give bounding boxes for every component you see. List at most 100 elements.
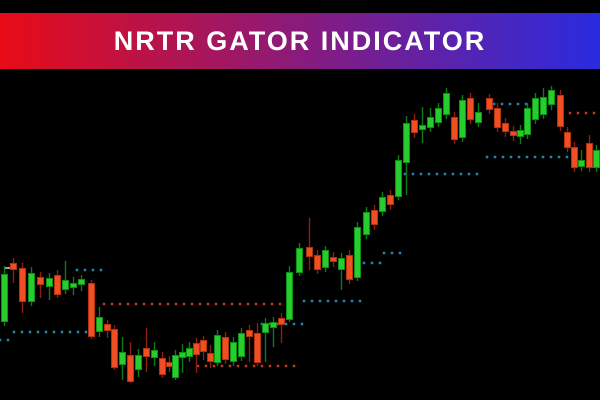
candle-body-up (419, 125, 426, 130)
candle-body-up (186, 348, 193, 357)
nrtr-blue-dot (76, 330, 80, 334)
nrtr-blue-dot (508, 102, 512, 106)
candle-body-down (330, 257, 337, 262)
nrtr-blue-dot (467, 172, 471, 176)
candle-body-up (395, 160, 402, 197)
nrtr-blue-dot (516, 102, 520, 106)
candle-body-down (467, 98, 474, 120)
candle-body-down (37, 277, 44, 285)
nrtr-blue-dot (382, 251, 386, 255)
nrtr-blue-dot (524, 102, 528, 106)
candle-body-up (524, 108, 531, 135)
nrtr-blue-dot (99, 268, 103, 272)
nrtr-blue-dot (459, 172, 463, 176)
nrtr-orange-dot (254, 302, 258, 306)
candle-body-down (143, 348, 150, 357)
nrtr-orange-dot (134, 302, 138, 306)
nrtr-blue-dot (565, 155, 569, 159)
nrtr-orange-dot (276, 364, 280, 368)
candle-body-up (363, 212, 370, 235)
candle-body-up (548, 90, 555, 105)
candle-body-down (494, 108, 501, 128)
nrtr-blue-dot (75, 268, 79, 272)
nrtr-blue-dot (411, 172, 415, 176)
nrtr-orange-dot (592, 111, 596, 115)
nrtr-orange-dot (196, 364, 200, 368)
nrtr-orange-dot (244, 364, 248, 368)
nrtr-blue-dot (20, 330, 24, 334)
candle-body-down (254, 333, 261, 363)
candle-body-up (96, 317, 103, 332)
nrtr-orange-dot (292, 364, 296, 368)
candle-body-up (172, 355, 179, 378)
candle-body-up (78, 279, 85, 285)
candle-body-down (387, 195, 394, 205)
candle-body-down (306, 247, 313, 257)
candle-body-down (564, 132, 571, 148)
nrtr-blue-dot (326, 299, 330, 303)
candle-wick-down (195, 338, 198, 373)
nrtr-blue-dot (517, 155, 521, 159)
candle-body-up (593, 150, 600, 168)
nrtr-blue-dot (475, 172, 479, 176)
nrtr-blue-dot (36, 330, 40, 334)
nrtr-orange-dot (576, 111, 580, 115)
candle-body-down (510, 131, 517, 136)
nrtr-blue-dot (334, 299, 338, 303)
nrtr-blue-dot (44, 330, 48, 334)
candle-body-up (379, 197, 386, 212)
nrtr-orange-dot (268, 364, 272, 368)
candle-body-down (371, 210, 378, 225)
page-title: NRTR GATOR INDICATOR (113, 25, 487, 56)
nrtr-blue-dot (28, 330, 32, 334)
candle-body-down (586, 143, 593, 168)
nrtr-orange-dot (174, 302, 178, 306)
candle-body-down (127, 355, 134, 382)
nrtr-blue-dot (541, 155, 545, 159)
nrtr-blue-dot (501, 155, 505, 159)
candle-body-up (354, 227, 361, 278)
candle-body-down (166, 362, 173, 367)
nrtr-blue-dot (378, 261, 382, 265)
candle-wick-up (340, 253, 343, 290)
candle-body-up (338, 258, 345, 270)
nrtr-orange-dot (166, 302, 170, 306)
nrtr-orange-dot (568, 111, 572, 115)
candle-body-up (443, 93, 450, 115)
candle-body-down (346, 255, 353, 280)
candle-body-up (70, 283, 77, 288)
candle-wick-down (248, 325, 251, 362)
nrtr-orange-dot (214, 302, 218, 306)
nrtr-blue-dot (292, 322, 296, 326)
candle-body-down (411, 120, 418, 133)
candle-body-down (193, 343, 200, 355)
nrtr-orange-dot (206, 302, 210, 306)
nrtr-orange-dot (246, 302, 250, 306)
nrtr-blue-dot (12, 330, 16, 334)
nrtr-blue-dot (83, 268, 87, 272)
candle-body-down (200, 340, 207, 352)
candle-wick-up (272, 317, 275, 347)
nrtr-blue-dot (443, 172, 447, 176)
candle-body-up (270, 322, 277, 328)
nrtr-blue-dot (419, 172, 423, 176)
nrtr-blue-dot (300, 322, 304, 326)
nrtr-blue-dot (68, 330, 72, 334)
nrtr-blue-dot (310, 299, 314, 303)
nrtr-blue-dot (493, 155, 497, 159)
nrtr-blue-dot (451, 172, 455, 176)
nrtr-blue-dot (358, 299, 362, 303)
nrtr-blue-dot (342, 299, 346, 303)
nrtr-blue-dot (370, 261, 374, 265)
candle-body-up (135, 355, 142, 370)
candle-body-down (159, 358, 166, 375)
nrtr-blue-dot (533, 155, 537, 159)
candle-body-down (557, 95, 564, 127)
nrtr-blue-dot (525, 155, 529, 159)
nrtr-orange-dot (102, 302, 106, 306)
candle-body-down (222, 337, 229, 360)
candle-wick-down (280, 313, 283, 343)
